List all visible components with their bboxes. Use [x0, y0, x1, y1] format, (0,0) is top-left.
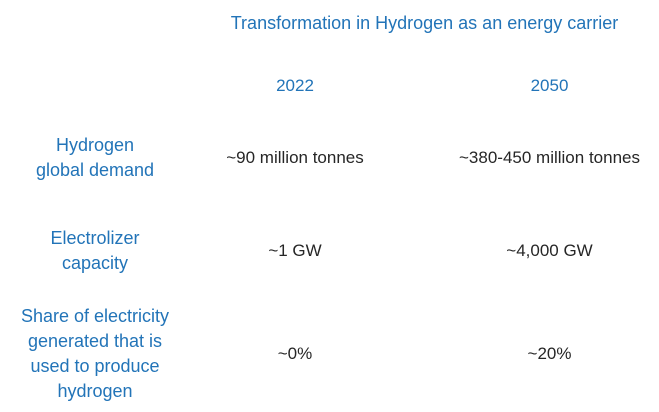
row-label-line: Electrolizer: [50, 228, 140, 248]
row-label-line: generated that is: [27, 331, 163, 351]
value-demand-2022: ~90 million tonnes: [226, 148, 364, 167]
value-capacity-2022: ~1 GW: [268, 241, 322, 260]
row-label-line: used to produce: [30, 356, 160, 376]
row-label-electrolizer-capacity: Electrolizer capacity: [0, 206, 190, 296]
column-header-2050: 2050: [530, 76, 569, 95]
value-share-2022: ~0%: [277, 344, 313, 363]
value-demand-2050: ~380-450 million tonnes: [459, 148, 640, 167]
row-label-line: Hydrogen: [55, 135, 135, 155]
row-label-line: global demand: [35, 160, 155, 180]
row-label-line: capacity: [61, 253, 129, 273]
value-capacity-2050: ~4,000 GW: [506, 241, 593, 260]
row-label-line: hydrogen: [57, 381, 133, 401]
value-share-2050: ~20%: [527, 344, 572, 363]
figure-title: Transformation in Hydrogen as an energy …: [230, 13, 619, 33]
row-label-line: Share of electricity: [20, 306, 170, 326]
row-label-electricity-share: Share of electricity generated that is u…: [0, 296, 190, 412]
row-label-hydrogen-global-demand: Hydrogen global demand: [0, 110, 190, 206]
column-header-2022: 2022: [276, 76, 314, 95]
